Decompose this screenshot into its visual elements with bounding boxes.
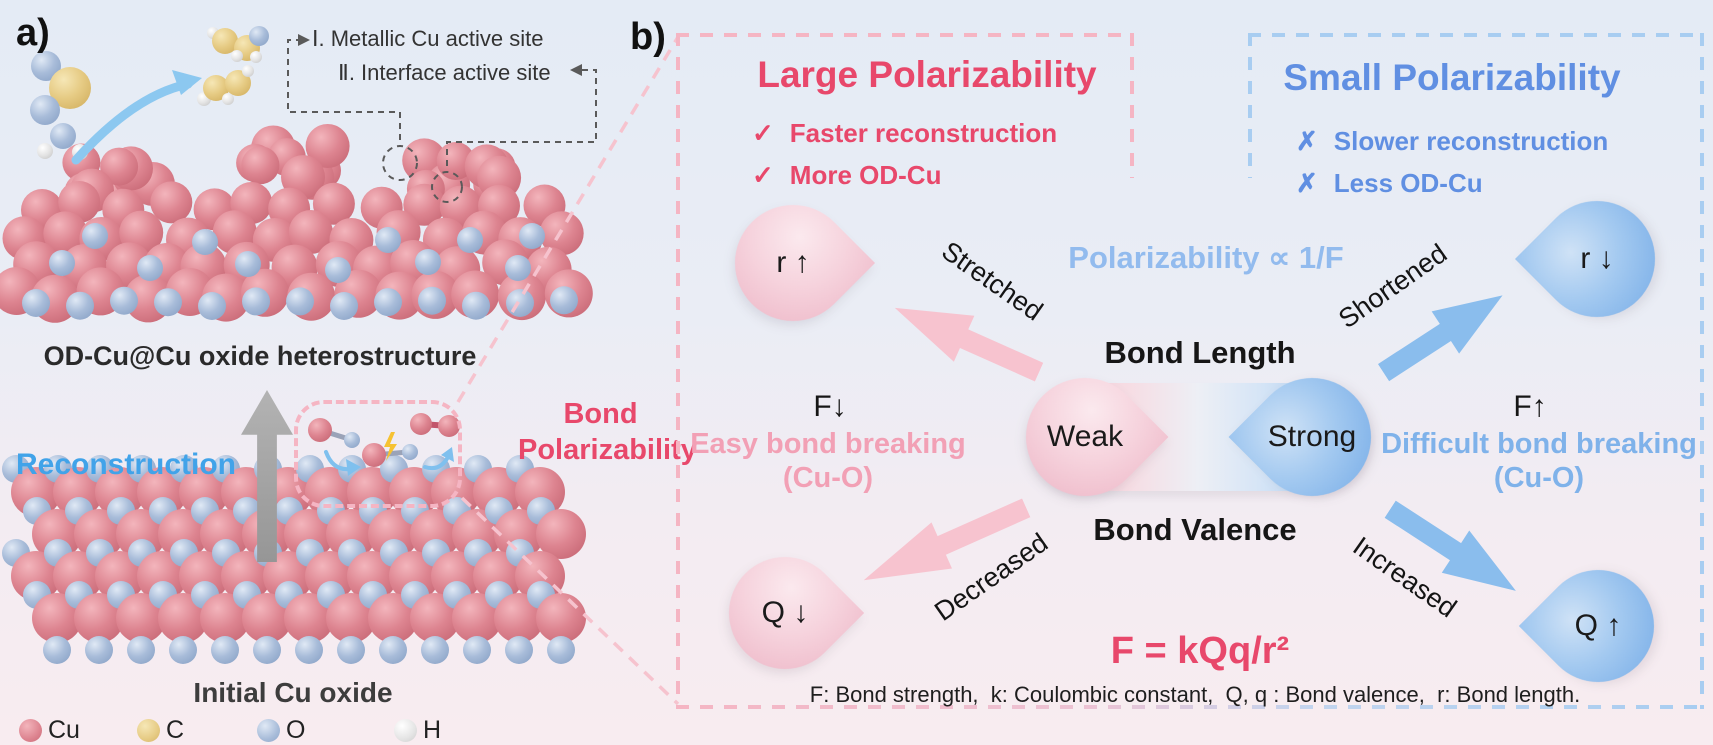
frame-small-left	[1248, 33, 1252, 178]
check-icon: ✓	[752, 118, 774, 148]
small-item-1: ✗ Slower reconstruction	[1296, 126, 1608, 157]
legend-c-dot	[137, 719, 160, 742]
weak-label: Weak	[1046, 420, 1124, 453]
small-item-2-text: Less OD-Cu	[1333, 168, 1483, 198]
large-polarizability-title: Large Polarizability	[757, 54, 1097, 95]
difficult-bond-breaking: Difficult bond breaking	[1381, 428, 1697, 460]
small-item-2: ✗ Less OD-Cu	[1296, 168, 1483, 199]
bond-valence-label: Bond Valence	[1093, 512, 1297, 547]
cross-icon: ✗	[1296, 126, 1318, 156]
reactant-molecules	[30, 51, 91, 160]
force-formula: F = kQq/r²	[1110, 630, 1290, 672]
legend-o-dot	[257, 719, 280, 742]
legend-c-label: C	[166, 716, 185, 744]
legend-o-label: O	[286, 716, 306, 744]
easy-bond-breaking: Easy bond breaking	[690, 428, 966, 460]
frame-small-top	[1248, 33, 1700, 37]
reaction-arrow	[71, 70, 202, 165]
f-down-label: F↓	[813, 390, 847, 423]
legend: Cu C O H	[0, 714, 590, 745]
polarizability-relation: Polarizability ∝ 1/F	[1068, 240, 1344, 275]
panel-b-label: b)	[630, 16, 666, 58]
annotation-metallic-site: Ⅰ. Metallic Cu active site	[312, 26, 544, 51]
legend-h-dot	[394, 719, 417, 742]
annotation-interface-site: Ⅱ. Interface active site	[338, 60, 551, 85]
bond-callout-molecules	[308, 413, 460, 476]
frame-left-pink	[676, 33, 680, 709]
product-molecules	[197, 26, 269, 106]
legend-cu-dot	[19, 719, 42, 742]
easy-bond-breaking-bond: (Cu-O)	[782, 462, 874, 494]
large-item-2-text: More OD-Cu	[789, 160, 942, 190]
legend-h-label: H	[423, 716, 442, 744]
frame-top-pink	[676, 33, 1134, 37]
od-cu-heterostructure-model	[0, 124, 593, 323]
frame-bottom-gradient	[676, 705, 1702, 709]
teardrop-q-up-label: Q ↑	[1574, 609, 1622, 642]
small-item-1-text: Slower reconstruction	[1333, 126, 1609, 156]
bond-length-label: Bond Length	[1104, 335, 1296, 370]
teardrop-r-down: r ↓	[1514, 176, 1680, 342]
teardrop-strong: Strong	[1228, 353, 1396, 521]
bond-callout-box	[294, 400, 462, 508]
teardrop-q-down-label: Q ↓	[761, 596, 809, 629]
panel-a-illustration	[0, 26, 597, 664]
reconstruction-label: Reconstruction	[15, 448, 237, 481]
check-icon: ✓	[752, 160, 774, 190]
teardrop-q-down: Q ↓	[705, 533, 865, 693]
large-item-2: ✓ More OD-Cu	[752, 160, 941, 191]
teardrop-r-up: r ↑	[710, 180, 876, 346]
panel-a-label: a)	[16, 12, 50, 54]
large-item-1-text: Faster reconstruction	[789, 118, 1058, 148]
cross-icon: ✗	[1296, 168, 1318, 198]
strong-label: Strong	[1267, 420, 1357, 453]
lightning-icon	[384, 432, 397, 461]
formula-footnote: F: Bond strength, k: Coulombic constant,…	[809, 682, 1581, 707]
bond-polarizability-label: Bond Polarizability	[518, 398, 697, 467]
bottom-structure-caption: Initial Cu oxide	[193, 677, 393, 708]
frame-right-blue	[1700, 33, 1704, 709]
initial-cu-oxide-model	[2, 455, 586, 664]
top-structure-caption: OD-Cu@Cu oxide heterostructure	[43, 341, 477, 371]
difficult-bond-breaking-bond: (Cu-O)	[1493, 462, 1585, 494]
teardrop-r-down-label: r ↓	[1580, 242, 1614, 275]
large-item-1: ✓ Faster reconstruction	[752, 118, 1057, 149]
small-polarizability-title: Small Polarizability	[1283, 57, 1621, 98]
f-up-label: F↑	[1513, 390, 1547, 423]
legend-cu-label: Cu	[48, 716, 80, 744]
frame-large-right	[1130, 33, 1134, 178]
teardrop-weak: Weak	[1001, 353, 1169, 521]
teardrop-q-up: Q ↑	[1518, 546, 1678, 706]
teardrop-r-up-label: r ↑	[776, 246, 810, 279]
